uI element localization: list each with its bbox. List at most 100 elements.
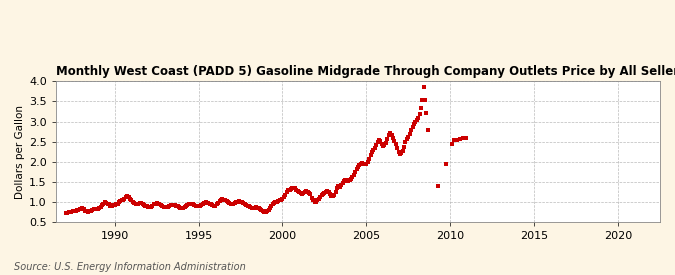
Point [112,202,123,206]
Point [302,189,313,194]
Point [334,185,345,189]
Point [211,202,222,207]
Point [364,156,375,161]
Point [205,202,215,206]
Point [92,207,103,211]
Point [432,184,443,189]
Point [245,205,256,210]
Point [347,175,358,179]
Point [259,210,270,214]
Point [202,201,213,205]
Point [379,143,390,147]
Point [300,190,310,194]
Point [231,200,242,204]
Point [337,181,348,185]
Point [84,209,95,213]
Point [458,136,468,141]
Point [213,201,223,205]
Point [178,205,188,210]
Point [315,195,325,199]
Point [80,208,90,213]
Point [281,190,292,194]
Point [267,202,278,206]
Point [287,185,298,190]
Point [235,199,246,204]
Point [411,118,422,122]
Point [91,207,102,211]
Point [124,195,134,199]
Point [153,202,163,206]
Text: Source: U.S. Energy Information Administration: Source: U.S. Energy Information Administ… [14,262,245,272]
Point [227,202,238,206]
Point [352,165,363,169]
Point [343,179,354,183]
Point [158,205,169,209]
Point [128,200,138,205]
Point [188,202,198,207]
Point [151,201,162,205]
Point [460,135,471,140]
Point [125,197,136,201]
Point [400,140,411,144]
Point [319,191,330,195]
Point [305,192,316,197]
Point [242,204,253,208]
Point [130,202,141,206]
Point [418,84,429,89]
Point [196,203,207,208]
Point [169,203,180,208]
Point [136,201,146,205]
Point [65,210,76,214]
Point [283,188,294,192]
Point [358,161,369,166]
Point [72,208,82,212]
Point [248,206,259,210]
Point [288,185,299,190]
Point [368,148,379,152]
Point [367,150,377,154]
Point [369,146,380,150]
Point [294,189,304,194]
Point [180,205,190,210]
Point [313,197,324,201]
Point [240,202,250,206]
Point [308,198,319,203]
Point [241,203,252,208]
Point [373,138,384,142]
Point [292,189,303,193]
Point [98,202,109,206]
Point [266,204,277,208]
Point [176,205,187,210]
Point [165,203,176,208]
Point [394,152,405,156]
Point [60,211,71,215]
Point [316,193,327,197]
Point [154,202,165,206]
Point [354,163,364,167]
Point [63,210,74,214]
Point [138,203,149,207]
Point [232,199,243,204]
Point [116,198,127,202]
Point [386,133,397,137]
Point [194,204,205,208]
Point [159,205,170,210]
Point [244,204,254,209]
Point [310,199,321,204]
Point [68,209,78,213]
Point [95,205,106,210]
Point [392,146,402,150]
Point [356,162,367,166]
Point [330,190,341,195]
Point [423,128,433,132]
Point [230,201,240,205]
Point [262,209,273,213]
Point [323,190,334,194]
Point [298,191,309,196]
Point [357,161,368,165]
Text: Monthly West Coast (PADD 5) Gasoline Midgrade Through Company Outlets Price by A: Monthly West Coast (PADD 5) Gasoline Mid… [56,65,675,78]
Point [234,199,244,204]
Point [117,197,128,202]
Point [362,160,373,164]
Point [275,197,286,202]
